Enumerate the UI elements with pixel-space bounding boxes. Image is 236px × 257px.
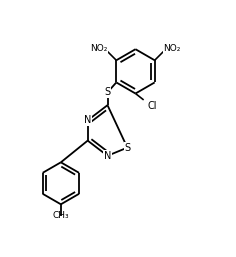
Text: N: N <box>104 151 111 161</box>
Text: NO₂: NO₂ <box>90 44 108 53</box>
Text: CH₃: CH₃ <box>53 212 69 221</box>
Text: NO₂: NO₂ <box>164 44 181 53</box>
Text: S: S <box>124 143 131 153</box>
Text: N: N <box>84 115 91 125</box>
Text: S: S <box>105 87 111 97</box>
Text: Cl: Cl <box>147 101 156 111</box>
